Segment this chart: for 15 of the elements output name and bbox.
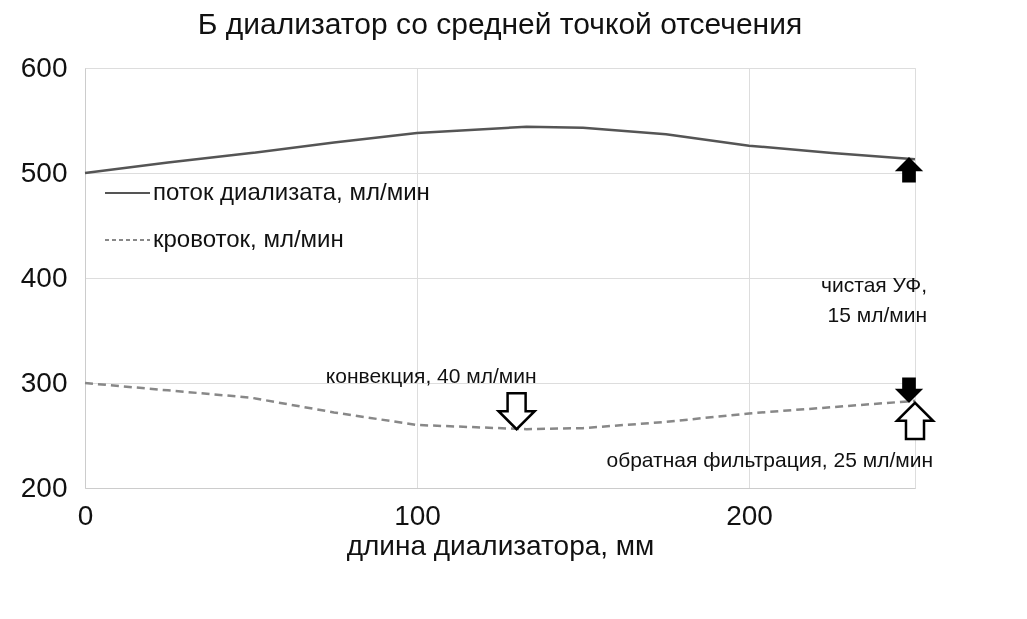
legend-label: поток диализата, мл/мин xyxy=(153,178,430,205)
x-tick-label: 200 xyxy=(726,499,773,531)
y-tick-label: 200 xyxy=(20,471,68,503)
x-tick-label: 0 xyxy=(77,499,94,531)
legend-label: кровоток, мл/мин xyxy=(153,225,344,252)
annotation: чистая УФ, 15 мл/мин xyxy=(821,273,927,326)
chart-title: Б диализатор со средней точкой отсечения xyxy=(197,7,803,40)
x-axis-title: длина диализатора, мм xyxy=(346,529,655,561)
y-tick-label: 300 xyxy=(20,366,68,398)
y-tick-label: 400 xyxy=(20,261,68,293)
y-tick-label: 600 xyxy=(20,51,68,83)
annotation: конвекция, 40 мл/мин xyxy=(325,364,537,388)
y-tick-label: 500 xyxy=(20,156,68,188)
annotation: обратная фильтрация, 25 мл/мин xyxy=(606,447,933,471)
x-tick-label: 100 xyxy=(394,499,441,531)
